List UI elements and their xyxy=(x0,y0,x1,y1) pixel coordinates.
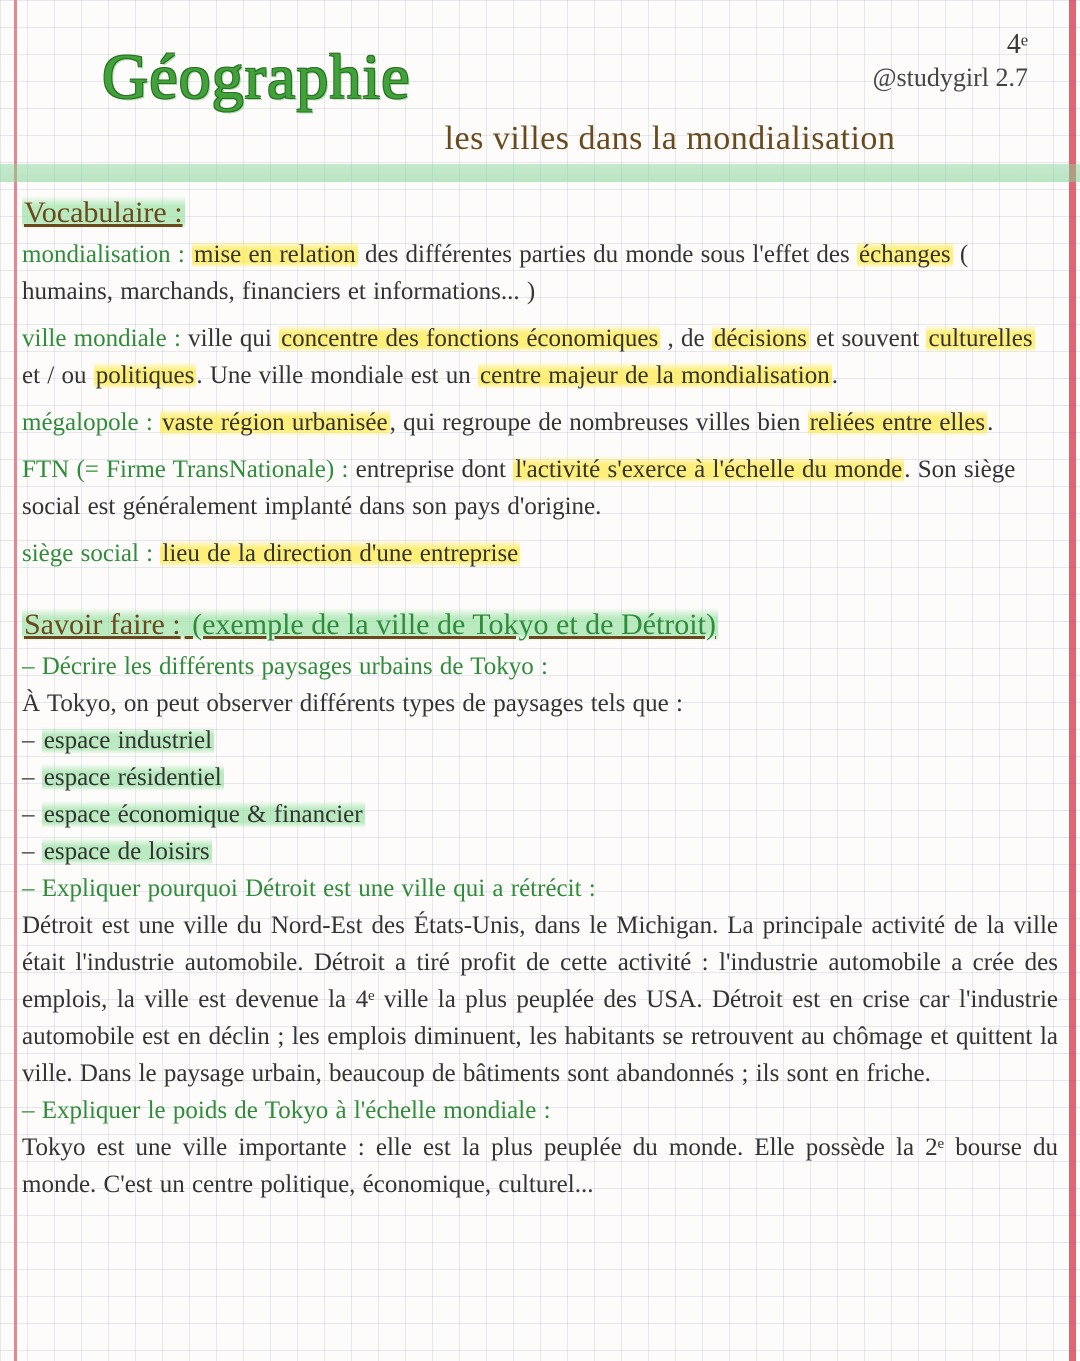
txt: et / ou xyxy=(22,362,94,389)
txt: , qui regroupe de nombreuses villes bien xyxy=(390,409,808,436)
txt: des différentes parties du monde sous l'… xyxy=(358,241,857,268)
top-right-meta: 4ᵉ @studygirl 2.7 xyxy=(873,28,1058,93)
txt: . xyxy=(987,409,993,436)
txt: , de xyxy=(660,325,712,352)
hl: culturelles xyxy=(926,325,1034,352)
hl: reliées entre elles xyxy=(808,409,988,436)
savoir-para2: Détroit est une ville du Nord-Est des Ét… xyxy=(22,907,1058,1092)
term-mondialisation: mondialisation : xyxy=(22,241,185,268)
author-handle: @studygirl 2.7 xyxy=(873,62,1028,93)
def-siege-social: siège social : lieu de la direction d'un… xyxy=(22,535,1058,572)
section-savoir-heading: Savoir faire : (exemple de la ville de T… xyxy=(22,608,1058,642)
hl: centre majeur de la mondialisation xyxy=(478,362,832,389)
savoir-para3: Tokyo est une ville importante : elle es… xyxy=(22,1129,1058,1203)
txt: . xyxy=(832,362,838,389)
term-megalopole: mégalopole : xyxy=(22,409,153,436)
bullet-1: – espace industriel xyxy=(22,722,1058,759)
savoir-q3: – Expliquer le poids de Tokyo à l'échell… xyxy=(22,1092,1058,1129)
term-ville-mondiale: ville mondiale : xyxy=(22,325,181,352)
vocab-heading-text: Vocabulaire : xyxy=(22,196,185,229)
section-vocab-heading: Vocabulaire : xyxy=(22,196,1058,230)
b2: espace résidentiel xyxy=(42,764,224,791)
savoir-intro1: À Tokyo, on peut observer différents typ… xyxy=(22,685,1058,722)
q1-text: Décrire les différents paysages urbains … xyxy=(42,653,548,680)
grade-level: 4ᵉ xyxy=(873,28,1028,62)
page-title: Géographie xyxy=(102,40,411,114)
bullet-3: – espace économique & financier xyxy=(22,796,1058,833)
txt: ville qui xyxy=(181,325,279,352)
def-ftn: FTN (= Firme TransNationale) : entrepris… xyxy=(22,451,1058,525)
hl: mise en relation xyxy=(192,241,358,268)
bullet-2: – espace résidentiel xyxy=(22,759,1058,796)
term-ftn: FTN (= Firme TransNationale) : xyxy=(22,456,348,483)
savoir-q2: – Expliquer pourquoi Détroit est une vil… xyxy=(22,870,1058,907)
def-mondialisation: mondialisation : mise en relation des di… xyxy=(22,236,1058,310)
def-megalopole: mégalopole : vaste région urbanisée, qui… xyxy=(22,404,1058,441)
txt: . Une ville mondiale est un xyxy=(196,362,478,389)
page-content: Géographie 4ᵉ @studygirl 2.7 les villes … xyxy=(0,0,1080,1203)
b4: espace de loisirs xyxy=(42,838,212,865)
txt: et souvent xyxy=(809,325,927,352)
savoir-heading-brown: Savoir faire : xyxy=(22,608,183,641)
hl: concentre des fonctions économiques xyxy=(279,325,660,352)
hl: lieu de la direction d'une entreprise xyxy=(160,540,520,567)
header-row: Géographie 4ᵉ @studygirl 2.7 xyxy=(22,28,1058,114)
txt: entreprise dont xyxy=(348,456,513,483)
term-siege: siège social : xyxy=(22,540,153,567)
bullet-4: – espace de loisirs xyxy=(22,833,1058,870)
savoir-q1: – Décrire les différents paysages urbain… xyxy=(22,648,1058,685)
hl: décisions xyxy=(712,325,809,352)
highlight-divider xyxy=(0,164,1080,182)
hl: échanges xyxy=(857,241,953,268)
def-ville-mondiale: ville mondiale : ville qui concentre des… xyxy=(22,320,1058,394)
q3-text: Expliquer le poids de Tokyo à l'échelle … xyxy=(42,1097,551,1124)
savoir-heading-green: (exemple de la ville de Tokyo et de Détr… xyxy=(183,608,718,641)
q2-text: Expliquer pourquoi Détroit est une ville… xyxy=(42,875,596,902)
subtitle: les villes dans la mondialisation xyxy=(282,120,1058,158)
spacer xyxy=(22,582,1058,602)
hl: vaste région urbanisée xyxy=(160,409,390,436)
hl: l'activité s'exerce à l'échelle du monde xyxy=(513,456,904,483)
b3: espace économique & financier xyxy=(42,801,365,828)
b1: espace industriel xyxy=(42,727,214,754)
hl: politiques xyxy=(94,362,197,389)
